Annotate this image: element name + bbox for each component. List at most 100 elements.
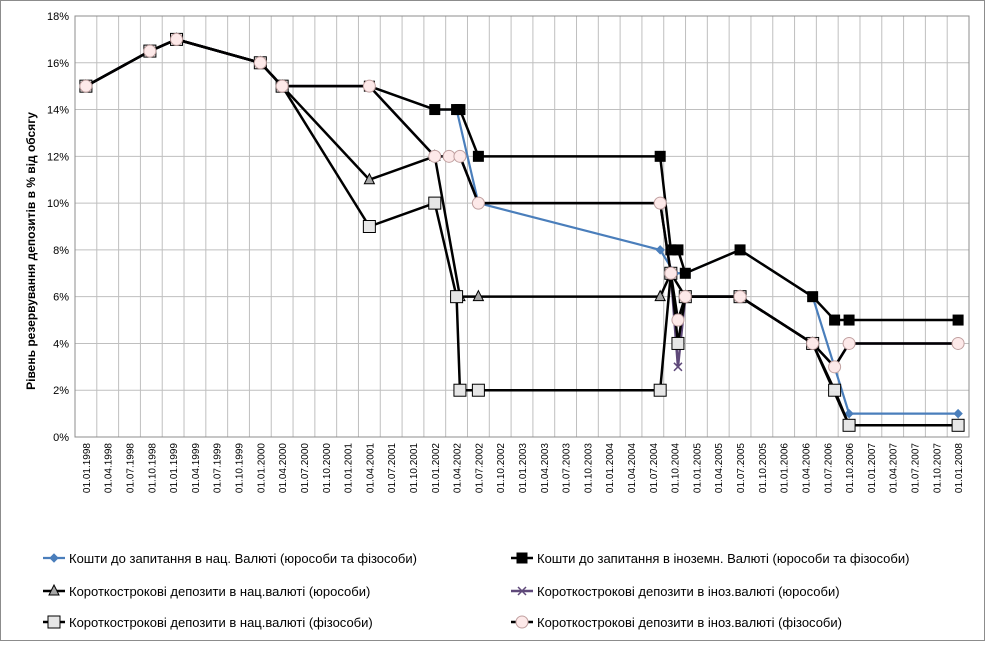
data-point (517, 586, 527, 596)
x-tick-label: 01.01.1998 (82, 443, 93, 493)
data-point (47, 615, 61, 629)
x-tick-label: 01.10.2000 (322, 443, 333, 493)
y-tick-label: 8% (53, 245, 69, 257)
data-point (428, 196, 442, 210)
legend: Кошти до запитання в нац. Валюті (юрособ… (43, 551, 909, 630)
data-point (253, 56, 267, 70)
x-tick-label: 01.04.1999 (191, 443, 202, 493)
data-point (170, 32, 184, 46)
data-point (734, 244, 746, 256)
y-tick-label: 2% (53, 385, 69, 397)
x-tick-label: 01.01.2005 (692, 443, 703, 493)
y-tick-labels: 0% 2% 4% 6% 8% 10% 12% 14% 16% 18% (47, 11, 69, 444)
y-tick-label: 4% (53, 338, 69, 350)
legend-entry: Короткострокові депозити в іноз.валюті (… (511, 615, 842, 630)
data-point (450, 290, 464, 304)
data-point (664, 266, 678, 280)
data-point (362, 79, 376, 93)
data-point (829, 314, 841, 326)
y-tick-label: 16% (47, 58, 69, 70)
y-tick-label: 18% (47, 11, 69, 23)
y-tick-label: 0% (53, 432, 69, 444)
x-tick-label: 01.01.2008 (954, 443, 965, 493)
series-line (85, 38, 959, 322)
data-point (655, 245, 665, 255)
data-point (143, 44, 157, 58)
data-point (673, 362, 683, 372)
data-point (672, 244, 684, 256)
data-point (275, 79, 289, 93)
series-line (85, 38, 959, 427)
x-tick-label: 01.10.1998 (147, 443, 158, 493)
data-point (807, 291, 819, 303)
x-tick-label: 01.10.1999 (235, 443, 246, 493)
data-point (442, 149, 456, 163)
x-tick-label: 01.10.2007 (932, 443, 943, 493)
data-point (828, 383, 842, 397)
data-point (428, 149, 442, 163)
legend-label: Короткострокові депозити в нац.валюті (ю… (69, 584, 370, 599)
data-point (653, 196, 667, 210)
data-point (516, 552, 528, 564)
data-point (953, 408, 963, 419)
y-tick-label: 12% (47, 151, 69, 163)
legend-entry: Короткострокові депозити в нац.валюті (ф… (43, 615, 373, 630)
data-point (453, 383, 467, 397)
x-tick-label: 01.01.2003 (518, 443, 529, 493)
x-tick-label: 01.04.1998 (104, 443, 115, 493)
data-point (515, 615, 529, 629)
data-point (842, 418, 856, 432)
data-point (472, 289, 485, 302)
x-tick-label: 01.04.2003 (540, 443, 551, 493)
data-point (678, 290, 692, 304)
data-point (806, 336, 820, 350)
x-tick-label: 01.01.2007 (867, 443, 878, 493)
legend-entry: Кошти до запитання в нац. Валюті (юрособ… (43, 551, 417, 566)
x-tick-label: 01.10.2003 (583, 443, 594, 493)
x-tick-label: 01.04.2007 (889, 443, 900, 493)
x-tick-label: 01.01.2000 (256, 443, 267, 493)
data-point (952, 314, 964, 326)
legend-entry: Кошти до запитання в іноземн. Валюті (юр… (511, 551, 909, 566)
legend-label: Короткострокові депозити в нац.валюті (ф… (69, 615, 373, 630)
x-tick-label: 01.01.2001 (344, 443, 355, 493)
x-tick-label: 01.10.2001 (409, 443, 420, 493)
data-point (951, 418, 965, 432)
plot-area-frame (74, 15, 970, 438)
data-point (49, 553, 59, 563)
x-tick-label: 01.07.2001 (387, 443, 398, 493)
series-2 (80, 33, 964, 326)
data-point (842, 336, 856, 350)
x-tick-label: 01.01.1999 (169, 443, 180, 493)
data-point (671, 336, 685, 350)
legend-entry: Короткострокові депозити в іноз.валюті (… (511, 584, 840, 599)
x-tick-label: 01.01.2002 (431, 443, 442, 493)
x-tick-label: 01.04.2001 (365, 443, 376, 493)
x-tick-label: 01.10.2004 (671, 443, 682, 493)
legend-label: Кошти до запитання в іноземн. Валюті (юр… (537, 551, 909, 566)
x-tick-label: 01.10.2002 (496, 443, 507, 493)
data-point (654, 289, 666, 302)
x-tick-label: 01.01.2004 (605, 443, 616, 493)
y-tick-label: 10% (47, 198, 69, 210)
x-tick-label: 01.07.2004 (649, 443, 660, 493)
x-tick-label: 01.04.2006 (801, 443, 812, 493)
series-lines (79, 32, 965, 432)
series-line (85, 38, 959, 427)
legend-entry: Короткострокові депозити в нац.валюті (ю… (43, 583, 370, 599)
data-point (679, 267, 691, 279)
x-tick-label: 01.07.1999 (213, 443, 224, 493)
x-tick-label: 01.04.2000 (278, 443, 289, 493)
x-tick-label: 01.04.2005 (714, 443, 725, 493)
data-point (454, 104, 466, 116)
x-tick-label: 01.07.2003 (562, 443, 573, 493)
x-tick-label: 01.10.2006 (845, 443, 856, 493)
legend-label: Короткострокові депозити в іноз.валюті (… (537, 584, 840, 599)
series-6 (79, 32, 965, 374)
data-point (48, 583, 60, 596)
x-tick-label: 01.07.1998 (126, 443, 137, 493)
y-tick-label: 14% (47, 105, 69, 117)
data-point (79, 79, 93, 93)
